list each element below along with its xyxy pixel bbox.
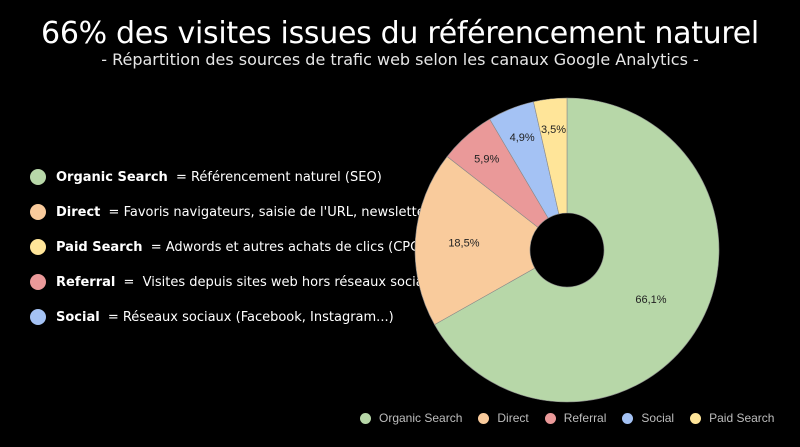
slice-label-direct: 18,5% <box>448 237 479 249</box>
definition-social: Social = Réseaux sociaux (Facebook, Inst… <box>30 305 440 329</box>
definition-referral: Referral = Visites depuis sites web hors… <box>30 270 440 294</box>
referral-dot <box>30 274 46 290</box>
definition-separator: = <box>119 274 143 290</box>
definition-separator: = <box>171 169 191 185</box>
legend-swatch <box>622 412 634 424</box>
legend-item-social: Social <box>622 411 674 425</box>
legend-label: Organic Search <box>379 411 463 425</box>
definition-paid-search: Paid Search = Adwords et autres achats d… <box>30 235 440 259</box>
definition-name: Social <box>56 309 100 325</box>
slice-organic-search <box>434 97 720 403</box>
organic-search-dot <box>30 169 46 185</box>
slice-label-referral: 5,9% <box>474 154 499 166</box>
legend-swatch <box>690 412 702 424</box>
chart-subtitle: - Répartition des sources de trafic web … <box>101 50 699 69</box>
chart-legend: Organic Search Direct Referral Social Paid S… <box>360 411 790 425</box>
definition-text: Réseaux sociaux (Facebook, Instagram...) <box>122 309 394 325</box>
paid-search-dot <box>30 239 46 255</box>
slice-label-organic-search: 66,1% <box>635 294 666 306</box>
definition-text: Adwords et autres achats de clics (CPC) <box>165 239 425 255</box>
definition-name: Organic Search <box>56 169 168 185</box>
channel-definitions: Organic Search = Référencement naturel (… <box>30 165 440 340</box>
definition-direct: Direct = Favoris navigateurs, saisie de … <box>30 200 440 224</box>
definition-separator: = <box>103 309 123 325</box>
legend-label: Social <box>641 411 675 425</box>
social-dot <box>30 309 46 325</box>
legend-label: Direct <box>497 411 529 425</box>
chart-title: 66% des visites issues du référencement … <box>41 16 759 51</box>
definition-text: Référencement naturel (SEO) <box>190 169 382 185</box>
definition-separator: = <box>104 204 124 220</box>
legend-item-direct: Direct <box>478 411 529 425</box>
slice-label-social: 4,9% <box>510 132 535 144</box>
legend-label: Paid Search <box>709 411 775 425</box>
definition-separator: = <box>146 239 166 255</box>
legend-swatch <box>544 412 556 424</box>
legend-swatch <box>478 412 490 424</box>
definition-organic-search: Organic Search = Référencement naturel (… <box>30 165 440 189</box>
legend-item-paid-search: Paid Search <box>690 411 774 425</box>
legend-item-referral: Referral <box>544 411 607 425</box>
legend-item-organic-search: Organic Search <box>360 411 462 425</box>
definition-text: Favoris navigateurs, saisie de l'URL, ne… <box>123 204 437 220</box>
slice-direct <box>414 156 539 326</box>
direct-dot <box>30 204 46 220</box>
definition-name: Direct <box>56 204 101 220</box>
legend-swatch <box>360 412 371 424</box>
definition-name: Referral <box>56 274 116 290</box>
slice-paid-search <box>533 97 568 215</box>
legend-label: Referral <box>563 411 607 425</box>
definition-name: Paid Search <box>56 239 143 255</box>
slice-label-paid-search: 3,5% <box>541 124 566 136</box>
